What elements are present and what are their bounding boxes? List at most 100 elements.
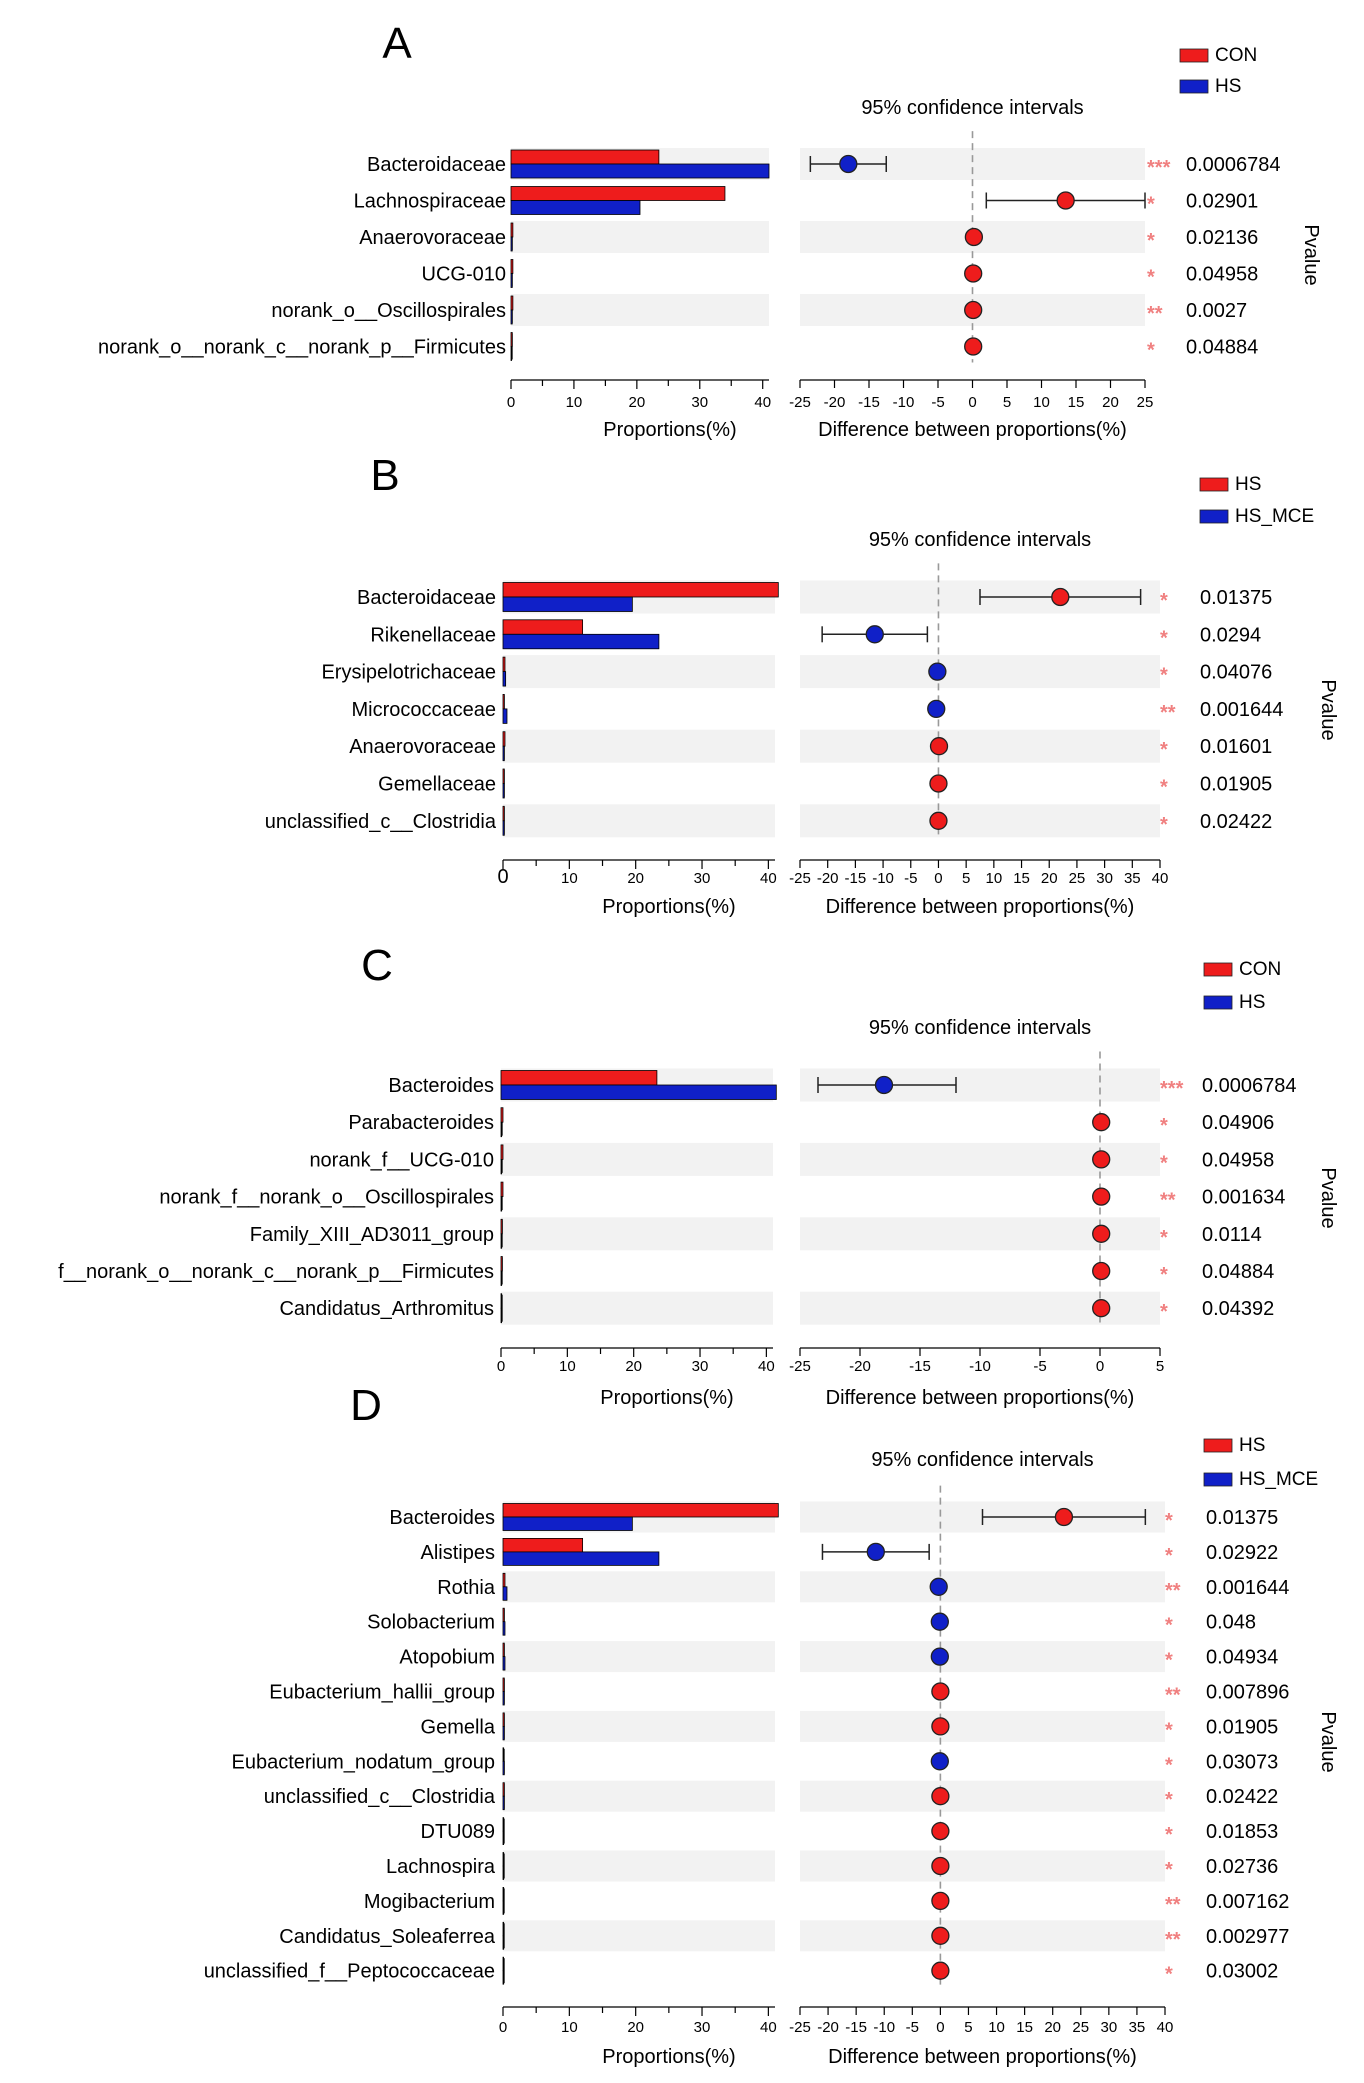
- category-label: Eubacterium_hallii_group: [269, 1682, 495, 1704]
- significance-stars: **: [1165, 1580, 1181, 1602]
- proportions-axis-title: Proportions(%): [600, 1387, 733, 1409]
- significance-stars: **: [1160, 1190, 1176, 1212]
- bar-con: [510, 186, 726, 201]
- panel-a: A CON HS 95% confidence intervals Pvalue Bact…: [98, 19, 1322, 441]
- p-value: 0.04958: [1186, 264, 1258, 286]
- bar-hs_mce: [502, 1516, 633, 1531]
- estimate-point: [1092, 1187, 1111, 1206]
- proportions-tick-label: 0: [497, 1358, 505, 1375]
- category-label: Lachnospiraceae: [354, 191, 506, 213]
- bar-con: [500, 1181, 504, 1197]
- row-band: [503, 1780, 775, 1812]
- p-value: 0.02901: [1186, 191, 1258, 213]
- category-label: Eubacterium_nodatum_group: [231, 1751, 495, 1773]
- category-label: unclassified_f__Peptococcaceae: [204, 1961, 495, 1983]
- difference-tick-label: 30: [1101, 2019, 1118, 2036]
- bar-con: [500, 1293, 503, 1309]
- bar-hs_mce: [502, 1586, 508, 1601]
- category-label: Family_XIII_AD3011_group: [250, 1224, 494, 1246]
- bar-hs: [502, 1782, 505, 1797]
- row-band: [501, 1142, 773, 1176]
- p-value: 0.0294: [1200, 624, 1261, 646]
- difference-tick-label: -5: [904, 870, 917, 887]
- category-label: Erysipelotrichaceae: [321, 662, 496, 684]
- p-value: 0.048: [1206, 1612, 1256, 1634]
- difference-tick-label: -15: [845, 870, 867, 887]
- bar-hs: [502, 694, 505, 710]
- bar-hs_mce: [502, 1970, 505, 1985]
- proportions-tick-label: 40: [758, 1358, 775, 1375]
- significance-stars: *: [1160, 739, 1168, 761]
- panel-letter: C: [361, 941, 393, 990]
- bar-hs_mce: [502, 1795, 505, 1811]
- estimate-point: [1092, 1150, 1111, 1169]
- difference-tick-label: 20: [1102, 394, 1119, 411]
- row-band: [503, 655, 775, 689]
- bar-hs: [500, 1270, 503, 1286]
- difference-tick-label: -25: [789, 1358, 811, 1375]
- row-band: [800, 1920, 1165, 1952]
- significance-stars: *: [1165, 1824, 1173, 1846]
- row-band: [800, 1571, 1165, 1603]
- bar-hs_mce: [502, 596, 633, 612]
- proportions-tick-label: 40: [760, 870, 777, 887]
- panel-letter: A: [382, 19, 412, 68]
- bar-hs: [510, 236, 513, 252]
- category-label: Solobacterium: [367, 1612, 495, 1634]
- p-value: 0.01375: [1206, 1507, 1278, 1529]
- proportions-tick-label: 40: [754, 394, 771, 411]
- pvalue-axis-label: Pvalue: [1317, 679, 1339, 740]
- estimate-point: [928, 662, 947, 681]
- legend-label-2: HS_MCE: [1239, 1469, 1318, 1490]
- bar-hs_mce: [502, 1935, 505, 1950]
- pvalue-axis-label: Pvalue: [1317, 1711, 1339, 1772]
- legend-label-2: HS: [1215, 76, 1241, 97]
- estimate-point: [929, 1577, 948, 1596]
- difference-tick-label: 5: [1003, 394, 1011, 411]
- significance-stars: *: [1165, 1650, 1173, 1672]
- difference-tick-label: -10: [873, 2019, 895, 2036]
- p-value: 0.02736: [1206, 1856, 1278, 1878]
- estimate-point: [927, 699, 946, 719]
- bar-hs_mce: [502, 783, 505, 799]
- legend-swatch-1: [1199, 477, 1229, 492]
- row-band: [800, 1710, 1165, 1742]
- bar-hs: [502, 656, 506, 672]
- legend-swatch-1: [1203, 962, 1233, 977]
- proportions-tick-label: 10: [561, 2019, 578, 2036]
- row-band: [800, 1780, 1165, 1812]
- ci-title: 95% confidence intervals: [869, 1017, 1091, 1039]
- panel-b: B HS HS_MCE 95% confidence intervals Pvalue B…: [265, 451, 1339, 918]
- significance-stars: *: [1160, 665, 1168, 687]
- row-band: [503, 1641, 775, 1673]
- p-value: 0.02422: [1200, 811, 1272, 833]
- proportions-tick-label: 30: [694, 2019, 711, 2036]
- difference-tick-label: -10: [893, 394, 915, 411]
- bar-hs_mce: [502, 633, 660, 650]
- difference-tick-label: 20: [1041, 870, 1058, 887]
- p-value: 0.02422: [1206, 1786, 1278, 1808]
- proportions-tick-label: 10: [566, 394, 583, 411]
- p-value: 0.0006784: [1202, 1075, 1297, 1097]
- estimate-point: [1051, 587, 1070, 607]
- category-label: Rikenellaceae: [370, 624, 496, 646]
- estimate-point: [931, 1856, 950, 1876]
- bar-hs: [502, 1572, 506, 1588]
- proportions-tick-label: 20: [627, 870, 644, 887]
- significance-stars: *: [1160, 590, 1168, 612]
- p-value: 0.04906: [1202, 1112, 1274, 1134]
- bar-hs_mce: [502, 1830, 505, 1845]
- category-label: Anaerovoraceae: [349, 736, 496, 758]
- difference-tick-label: 5: [1156, 1358, 1164, 1375]
- difference-tick-label: 10: [986, 870, 1003, 887]
- estimate-point: [865, 625, 884, 644]
- proportions-tick-label: 40: [760, 2019, 777, 2036]
- difference-tick-label: -20: [849, 1358, 871, 1375]
- legend-swatch-2: [1179, 79, 1209, 94]
- difference-tick-label: 15: [1016, 2019, 1033, 2036]
- estimate-point: [964, 227, 984, 247]
- row-band: [503, 1571, 775, 1603]
- category-label: Bacteroidaceae: [367, 154, 506, 176]
- bar-hs: [502, 582, 779, 598]
